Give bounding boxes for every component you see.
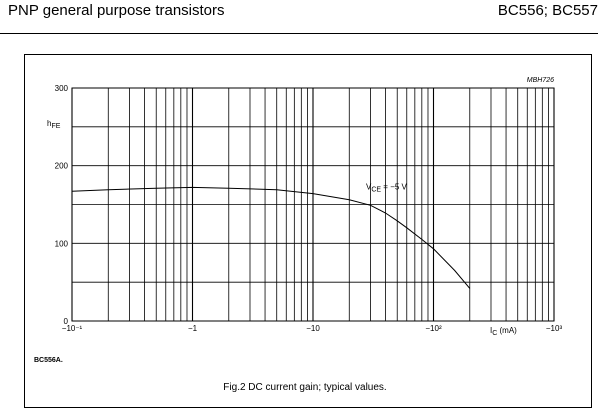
series-label: VCE = −5 V (366, 182, 408, 193)
part-numbers: BC556; BC557 (497, 2, 598, 19)
x-tick-label: −10 (306, 324, 320, 333)
x-axis-label: IC (mA) (490, 326, 517, 337)
series-line (71, 186, 471, 289)
y-tick-label: 300 (55, 84, 69, 93)
y-tick-label: 0 (64, 317, 69, 326)
header-rule (0, 33, 598, 34)
y-tick-label: 200 (55, 162, 69, 171)
y-axis-label: hFE (47, 119, 61, 130)
x-tick-label: −10⁻¹ (62, 324, 83, 333)
chart-grid (71, 88, 555, 321)
figure-frame (24, 54, 592, 408)
figure-code: MBH726 (527, 77, 554, 84)
x-tick-label: −1 (188, 324, 198, 333)
x-tick-label: −10³ (546, 324, 563, 333)
variant-label: BC556A. (34, 357, 63, 364)
x-tick-label: −10² (425, 324, 442, 333)
document-title: PNP general purpose transistors (8, 2, 225, 19)
y-tick-label: 100 (55, 239, 69, 248)
tick-labels: 0 100 200 300 −10⁻¹ −1 −10 −10² −10³ (55, 84, 563, 333)
plot-border (71, 87, 555, 322)
figure-caption: Fig.2 DC current gain; typical values. (223, 382, 387, 393)
